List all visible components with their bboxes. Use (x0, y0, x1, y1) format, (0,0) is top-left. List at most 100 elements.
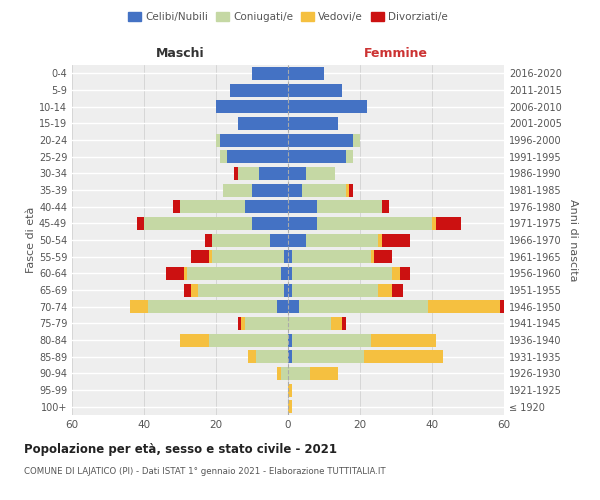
Text: Femmine: Femmine (364, 47, 428, 60)
Bar (288, 317, 331, 330)
Bar (212, 250, 284, 263)
Bar (428, 300, 500, 313)
Bar (238, 117, 288, 130)
Y-axis label: Anni di nascita: Anni di nascita (568, 198, 578, 281)
Bar (292, 334, 371, 346)
Bar (310, 367, 338, 380)
Bar (252, 184, 288, 196)
Bar (288, 367, 310, 380)
Bar (349, 184, 353, 196)
Bar (374, 250, 392, 263)
Bar (288, 134, 353, 146)
Legend: Celibi/Nubili, Coniugati/e, Vedovi/e, Divorziati/e: Celibi/Nubili, Coniugati/e, Vedovi/e, Di… (124, 8, 452, 26)
Bar (288, 284, 292, 296)
Bar (184, 284, 191, 296)
Y-axis label: Fasce di età: Fasce di età (26, 207, 36, 273)
Bar (353, 134, 360, 146)
Bar (392, 284, 403, 296)
Bar (288, 117, 338, 130)
Bar (346, 150, 353, 163)
Bar (292, 267, 392, 280)
Bar (238, 317, 241, 330)
Bar (317, 217, 432, 230)
Bar (259, 167, 288, 180)
Bar (364, 350, 443, 363)
Bar (292, 284, 378, 296)
Bar (252, 67, 288, 80)
Text: COMUNE DI LAJATICO (PI) - Dati ISTAT 1° gennaio 2021 - Elaborazione TUTTITALIA.I: COMUNE DI LAJATICO (PI) - Dati ISTAT 1° … (24, 468, 386, 476)
Bar (252, 217, 288, 230)
Bar (342, 317, 346, 330)
Bar (378, 284, 392, 296)
Bar (187, 267, 281, 280)
Bar (432, 217, 436, 230)
Bar (392, 267, 400, 280)
Bar (209, 334, 288, 346)
Bar (317, 200, 382, 213)
Bar (288, 84, 342, 96)
Bar (173, 200, 180, 213)
Bar (382, 234, 410, 246)
Bar (288, 217, 317, 230)
Bar (378, 234, 382, 246)
Bar (371, 250, 374, 263)
Bar (288, 100, 367, 113)
Bar (281, 267, 288, 280)
Bar (248, 350, 256, 363)
Bar (436, 217, 461, 230)
Bar (198, 284, 284, 296)
Bar (270, 234, 288, 246)
Bar (223, 184, 252, 196)
Bar (288, 67, 324, 80)
Bar (241, 317, 245, 330)
Bar (137, 217, 144, 230)
Bar (331, 317, 342, 330)
Bar (281, 367, 288, 380)
Bar (288, 250, 292, 263)
Bar (180, 334, 209, 346)
Bar (284, 250, 288, 263)
Bar (234, 167, 238, 180)
Text: Popolazione per età, sesso e stato civile - 2021: Popolazione per età, sesso e stato civil… (24, 442, 337, 456)
Bar (288, 184, 302, 196)
Bar (292, 350, 364, 363)
Bar (371, 334, 436, 346)
Bar (184, 267, 187, 280)
Bar (299, 300, 428, 313)
Bar (288, 150, 346, 163)
Text: Maschi: Maschi (155, 47, 205, 60)
Bar (288, 400, 292, 413)
Bar (346, 184, 349, 196)
Bar (191, 284, 198, 296)
Bar (288, 200, 317, 213)
Bar (212, 234, 270, 246)
Bar (288, 300, 299, 313)
Bar (216, 134, 220, 146)
Bar (306, 234, 378, 246)
Bar (284, 284, 288, 296)
Bar (288, 167, 306, 180)
Bar (245, 317, 288, 330)
Bar (220, 134, 288, 146)
Bar (238, 167, 259, 180)
Bar (288, 334, 292, 346)
Bar (277, 300, 288, 313)
Bar (209, 250, 212, 263)
Bar (144, 217, 252, 230)
Bar (306, 167, 335, 180)
Bar (205, 234, 212, 246)
Bar (180, 200, 245, 213)
Bar (230, 84, 288, 96)
Bar (500, 300, 508, 313)
Bar (288, 234, 306, 246)
Bar (277, 367, 281, 380)
Bar (216, 100, 288, 113)
Bar (256, 350, 288, 363)
Bar (400, 267, 410, 280)
Bar (166, 267, 184, 280)
Bar (191, 250, 209, 263)
Bar (148, 300, 277, 313)
Bar (288, 350, 292, 363)
Bar (227, 150, 288, 163)
Bar (220, 150, 227, 163)
